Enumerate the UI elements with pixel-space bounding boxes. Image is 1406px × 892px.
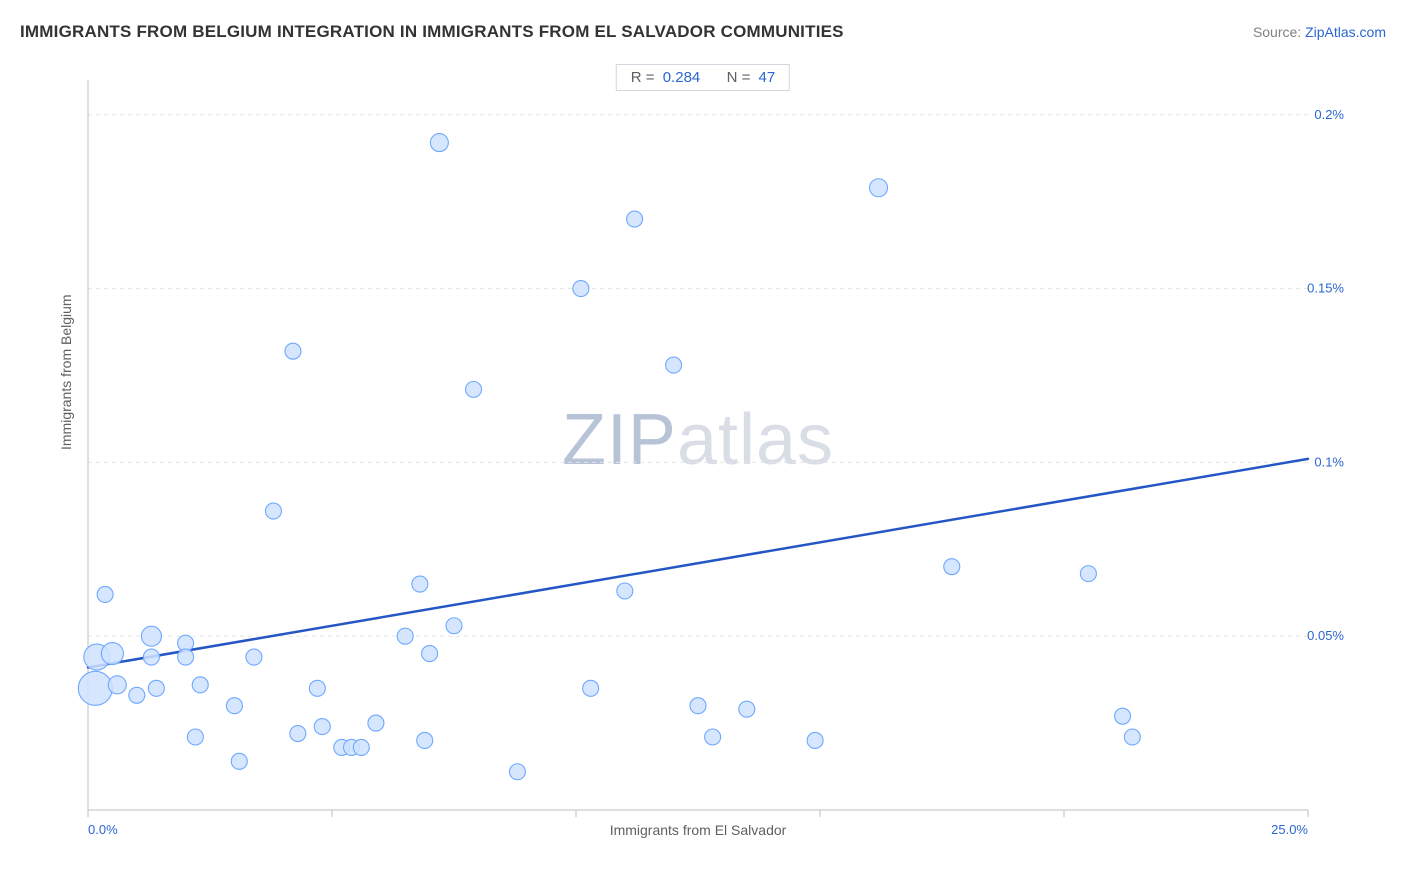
plot-svg: 0.05% 0.1% 0.15% 0.2% 0.0% 25.0% (48, 60, 1348, 840)
data-point[interactable] (192, 677, 208, 693)
data-point[interactable] (178, 649, 194, 665)
data-point[interactable] (141, 626, 161, 646)
page-root: IMMIGRANTS FROM BELGIUM INTEGRATION IN I… (0, 0, 1406, 892)
data-point[interactable] (231, 753, 247, 769)
data-point[interactable] (417, 732, 433, 748)
x-tick-label: 0.0% (88, 822, 118, 837)
data-point[interactable] (573, 281, 589, 297)
y-tick-label: 0.1% (1314, 454, 1344, 469)
data-point[interactable] (617, 583, 633, 599)
data-point[interactable] (1115, 708, 1131, 724)
data-point[interactable] (129, 687, 145, 703)
data-point[interactable] (309, 680, 325, 696)
data-point[interactable] (368, 715, 384, 731)
data-point[interactable] (78, 671, 112, 705)
data-point[interactable] (246, 649, 262, 665)
data-point[interactable] (187, 729, 203, 745)
data-point[interactable] (353, 739, 369, 755)
data-point[interactable] (422, 646, 438, 662)
data-point[interactable] (466, 381, 482, 397)
data-point[interactable] (509, 764, 525, 780)
data-point[interactable] (870, 179, 888, 197)
x-tick-label: 25.0% (1271, 822, 1308, 837)
data-point[interactable] (627, 211, 643, 227)
data-point[interactable] (739, 701, 755, 717)
source-link[interactable]: ZipAtlas.com (1305, 24, 1386, 40)
data-point[interactable] (397, 628, 413, 644)
data-point[interactable] (412, 576, 428, 592)
data-point[interactable] (807, 732, 823, 748)
data-point[interactable] (226, 698, 242, 714)
data-point[interactable] (666, 357, 682, 373)
data-point[interactable] (705, 729, 721, 745)
data-point[interactable] (101, 643, 123, 665)
scatter-plot: Immigrants from Belgium ZIPatlas 0.05%0.… (48, 60, 1348, 840)
data-point[interactable] (583, 680, 599, 696)
data-point[interactable] (446, 618, 462, 634)
x-axis-title: Immigrants from El Salvador (610, 822, 787, 838)
data-point[interactable] (97, 586, 113, 602)
data-point[interactable] (148, 680, 164, 696)
source-attribution: Source: ZipAtlas.com (1253, 24, 1386, 40)
data-point[interactable] (108, 676, 126, 694)
data-point[interactable] (285, 343, 301, 359)
chart-title: IMMIGRANTS FROM BELGIUM INTEGRATION IN I… (20, 22, 844, 42)
data-point[interactable] (944, 559, 960, 575)
source-label: Source: (1253, 24, 1301, 40)
y-tick-label: 0.05% (1307, 628, 1344, 643)
data-point[interactable] (265, 503, 281, 519)
data-point[interactable] (290, 726, 306, 742)
data-point[interactable] (143, 649, 159, 665)
data-point[interactable] (690, 698, 706, 714)
y-tick-label: 0.15% (1307, 281, 1344, 296)
y-tick-label: 0.2% (1314, 107, 1344, 122)
data-point[interactable] (430, 134, 448, 152)
data-point[interactable] (314, 719, 330, 735)
data-point[interactable] (1124, 729, 1140, 745)
data-point[interactable] (1080, 566, 1096, 582)
